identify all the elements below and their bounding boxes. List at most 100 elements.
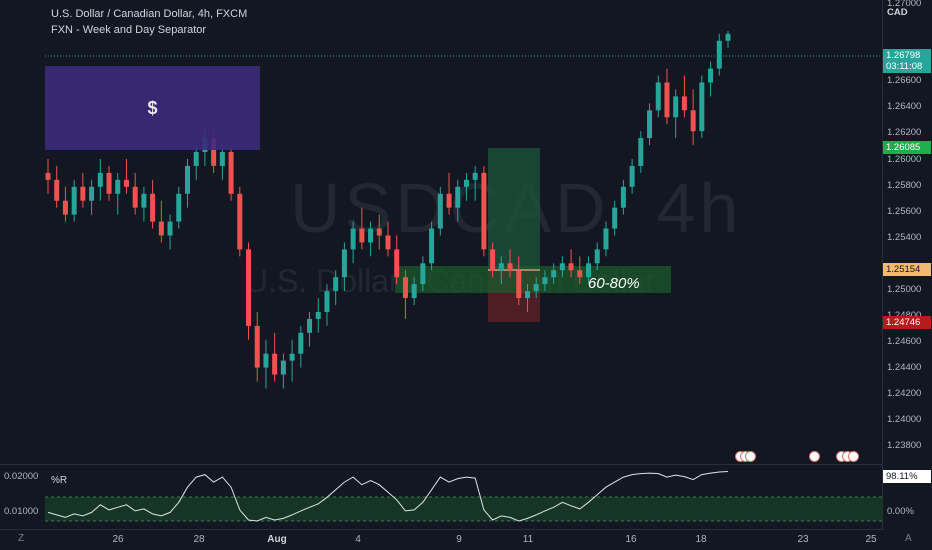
candle-body [150, 193, 156, 222]
candle-body [429, 228, 435, 264]
candle-body [437, 193, 443, 229]
time-label: 28 [193, 534, 205, 545]
candle-body [594, 249, 600, 264]
candle-body [254, 325, 260, 368]
long-position-profit-zone [488, 148, 540, 270]
candle-body [123, 179, 129, 187]
candle-body [655, 82, 661, 111]
candle-body [402, 277, 408, 299]
candle-body [228, 152, 234, 194]
candle-body [411, 284, 417, 299]
price-label: 1.26000 [887, 154, 922, 165]
candle-body [324, 291, 330, 312]
time-label: 25 [865, 534, 877, 545]
zone-percent-label[interactable]: 60-80% [588, 275, 640, 292]
candle-body [481, 172, 487, 250]
candle-body [507, 263, 513, 271]
candle-body [376, 228, 382, 236]
candle-body [315, 311, 321, 319]
candle-body [89, 186, 95, 201]
us-flag-event-icon[interactable] [745, 451, 756, 462]
price-label: 1.24800 [887, 310, 921, 321]
candle-body [664, 82, 670, 118]
candle-body [71, 186, 77, 215]
price-label: 1.25000 [887, 284, 922, 295]
candle-body [420, 263, 426, 285]
auto-scale-button[interactable]: A [905, 533, 912, 544]
orange-level-tag: 1.25154 [883, 263, 931, 276]
candle-body [176, 193, 182, 222]
candle-body [97, 172, 103, 187]
candle-body [524, 291, 530, 299]
candle-body [603, 228, 609, 250]
candle-body [472, 172, 478, 180]
williams-r-line [47, 471, 729, 522]
zoom-toggle-button[interactable]: Z [18, 533, 25, 544]
indicator-label[interactable]: %R [51, 475, 68, 486]
candle-body [350, 228, 356, 250]
time-label: 11 [522, 534, 534, 545]
candle-body [716, 40, 722, 69]
candle-body [263, 353, 269, 368]
red-level-tag: 1.24746 [883, 316, 931, 329]
price-label: 1.26400 [887, 101, 922, 112]
chart-legend: U.S. Dollar / Canadian Dollar, 4h, FXCM … [51, 6, 247, 38]
candle-body [577, 270, 583, 278]
candle-body [699, 82, 705, 132]
green-level-tag: 1.26085 [883, 141, 931, 154]
price-axis[interactable]: 1.27000 CAD 1.26798 03:11:08 1.26600 1.2… [882, 0, 932, 530]
candle-body [341, 249, 347, 278]
price-label: 1.26200 [887, 127, 922, 138]
us-flag-event-icon[interactable] [809, 451, 820, 462]
candle-body [385, 235, 391, 250]
price-label: 1.24000 [887, 414, 922, 425]
time-label: 16 [625, 534, 637, 545]
candle-body [246, 249, 252, 326]
candle-body [115, 179, 121, 194]
williams-r-chart[interactable] [0, 465, 882, 529]
price-chart-pane[interactable]: USDCAD 4h U.S. Dollar / Canadian Dollar … [0, 0, 882, 465]
candle-body [158, 221, 164, 236]
price-label: 1.25400 [887, 232, 922, 243]
candle-body [333, 277, 339, 292]
candle-body [359, 228, 365, 243]
candle-body [211, 138, 217, 166]
time-label: 26 [112, 534, 124, 545]
candle-body [533, 284, 539, 292]
dollar-annotation-box[interactable]: $ [45, 66, 260, 150]
candle-body [132, 186, 138, 208]
time-label: Aug [267, 534, 287, 545]
candle-body [280, 360, 286, 375]
price-label: 1.23800 [887, 440, 922, 451]
candle-body [612, 207, 618, 229]
currency-label: CAD [887, 7, 908, 18]
candles-group [45, 31, 731, 389]
ind-axis-label-bottom: 0.01000 [4, 506, 39, 517]
price-label: 1.27000 [887, 0, 922, 9]
indicator-title[interactable]: FXN - Week and Day Separator [51, 24, 207, 36]
candle-body [141, 193, 147, 208]
candle-body [307, 318, 313, 333]
candle-body [620, 186, 626, 208]
us-flag-event-icon[interactable] [848, 451, 859, 462]
candle-body [647, 110, 653, 139]
candle-body [62, 200, 68, 215]
candle-body [708, 68, 714, 83]
candle-body [298, 332, 304, 354]
time-label: 23 [797, 534, 809, 545]
candlestick-chart[interactable] [0, 0, 882, 464]
time-label: 4 [355, 534, 361, 545]
candle-body [542, 277, 548, 285]
time-axis[interactable]: 26 28 Aug 4 9 11 16 18 23 25 [0, 530, 932, 550]
candle-body [184, 165, 190, 194]
price-label: 1.24200 [887, 388, 922, 399]
time-label: 18 [695, 534, 707, 545]
symbol-title[interactable]: U.S. Dollar / Canadian Dollar, 4h, FXCM [51, 8, 248, 20]
price-label: 1.25800 [887, 180, 922, 191]
candle-body [586, 263, 592, 278]
oversold-band [45, 497, 882, 521]
price-label: 1.24400 [887, 362, 922, 373]
current-price-tag: 1.26798 03:11:08 [883, 49, 931, 73]
williams-r-pane[interactable] [0, 465, 882, 530]
candle-body [394, 249, 400, 278]
